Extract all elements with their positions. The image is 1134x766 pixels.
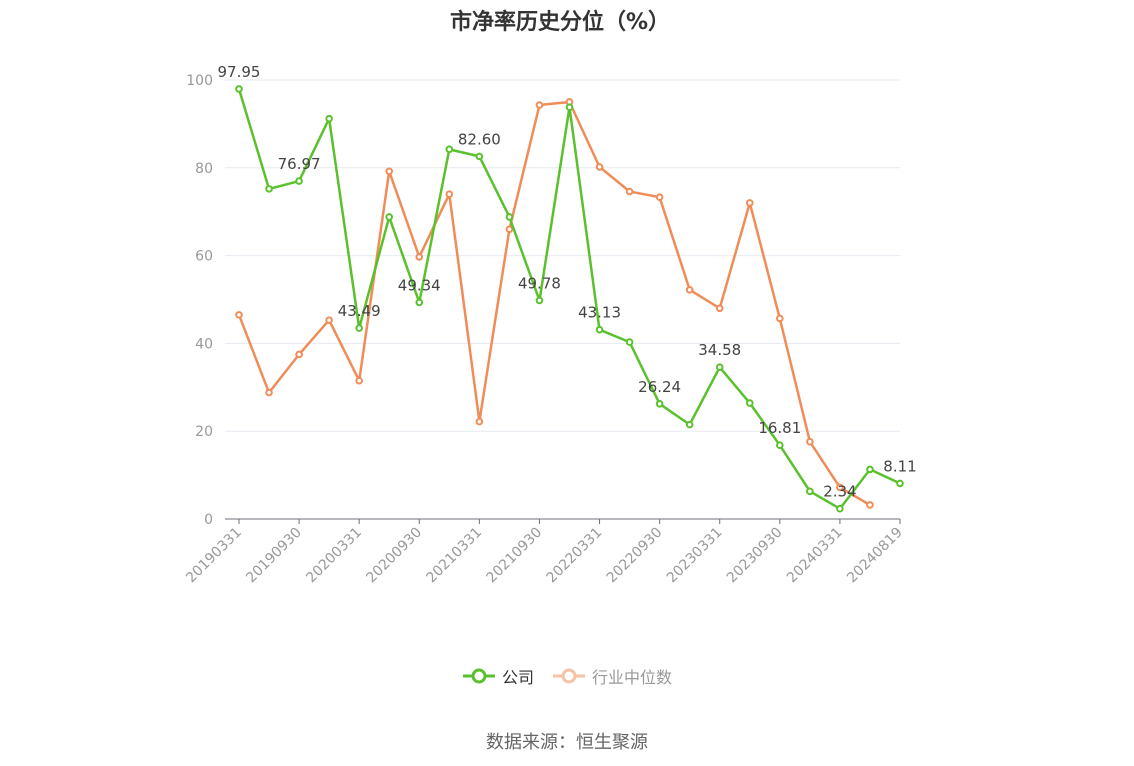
data-point-industry <box>625 187 634 196</box>
x-tick-label: 20200331 <box>303 525 365 587</box>
x-tick-label: 20200930 <box>363 525 425 587</box>
data-point-industry <box>715 304 724 313</box>
data-point-industry <box>655 193 664 202</box>
legend-item-company[interactable]: 公司 <box>462 664 534 688</box>
data-point-company <box>295 177 303 185</box>
data-point-industry <box>415 253 424 261</box>
x-tick-label: 20190930 <box>243 525 305 587</box>
data-point-industry <box>866 501 874 509</box>
data-point-company <box>445 145 454 154</box>
legend-item-industry[interactable]: 行业中位数 <box>552 664 672 688</box>
data-point-company <box>355 324 363 332</box>
x-tick-label: 20210331 <box>423 525 485 587</box>
x-tick-label: 20210930 <box>484 525 546 587</box>
data-point-industry <box>685 286 694 294</box>
data-point-company <box>475 152 484 161</box>
data-label: 34.58 <box>698 341 741 359</box>
data-point-company <box>715 363 724 371</box>
data-label: 2.34 <box>823 483 856 501</box>
data-label: 82.60 <box>458 130 501 148</box>
data-point-industry <box>265 388 273 397</box>
data-point-industry <box>295 350 303 359</box>
x-tick-label: 20190331 <box>183 525 245 587</box>
x-tick-label: 20220930 <box>604 525 666 587</box>
legend-marker-company-icon <box>462 668 495 684</box>
legend-marker-industry-icon <box>553 668 585 684</box>
y-tick-label: 100 <box>186 73 213 89</box>
y-tick-label: 0 <box>204 512 213 528</box>
data-point-industry <box>806 437 814 446</box>
data-label: 49.78 <box>518 274 561 292</box>
line-chart: 0 20 40 60 80 100 2019033120190930202003312020… <box>183 63 917 587</box>
data-point-company <box>625 338 634 346</box>
data-label: 8.11 <box>883 457 916 475</box>
data-point-company <box>265 185 273 193</box>
series-line-industry <box>237 100 871 507</box>
legend-label-industry: 行业中位数 <box>592 668 673 687</box>
data-point-industry <box>505 225 514 234</box>
data-point-industry <box>535 101 544 109</box>
chart-title: 市净率历史分位（%） <box>449 10 671 35</box>
data-label: 76.97 <box>278 155 321 173</box>
y-tick-label: 80 <box>195 161 213 177</box>
data-source: 数据来源：恒生聚源 <box>486 732 648 753</box>
data-point-industry <box>475 417 484 426</box>
data-label: 97.95 <box>218 63 261 81</box>
legend: 公司 行业中位数 <box>0 664 1134 688</box>
data-label: 26.24 <box>638 378 681 396</box>
data-point-company <box>836 504 844 513</box>
data-point-industry <box>385 167 394 176</box>
data-point-company <box>535 296 544 305</box>
data-point-industry <box>776 314 784 323</box>
legend-label-company: 公司 <box>501 668 534 687</box>
data-point-industry <box>235 311 243 319</box>
data-point-industry <box>836 483 844 492</box>
data-point-industry <box>595 163 604 171</box>
data-point-company <box>655 400 664 408</box>
y-tick-label: 40 <box>195 336 213 352</box>
data-point-company <box>896 479 904 488</box>
x-tick-label: 20240331 <box>784 525 846 587</box>
data-point-industry <box>745 199 754 207</box>
data-point-company <box>866 465 874 474</box>
series-line-company <box>237 88 901 510</box>
y-tick-label: 60 <box>195 249 213 265</box>
x-tick-label: 20220331 <box>544 525 606 587</box>
data-point-company <box>685 420 694 429</box>
data-point-company <box>325 114 333 123</box>
x-tick-label: 20230331 <box>664 525 726 587</box>
data-point-industry <box>445 190 454 198</box>
data-point-company <box>565 103 574 112</box>
data-point-industry <box>355 376 363 385</box>
data-point-company <box>505 213 514 221</box>
data-point-company <box>235 85 243 93</box>
data-point-company <box>776 441 784 450</box>
y-tick-label: 20 <box>195 424 213 440</box>
data-label: 43.49 <box>338 302 381 320</box>
data-label: 49.34 <box>398 276 441 294</box>
data-point-company <box>595 325 604 334</box>
data-point-industry <box>325 316 333 324</box>
data-point-company <box>415 298 424 307</box>
data-label: 43.13 <box>578 304 621 322</box>
data-point-company <box>385 213 394 221</box>
data-label: 16.81 <box>758 419 801 437</box>
data-point-company <box>745 399 754 407</box>
data-point-company <box>806 487 814 496</box>
x-tick-label: 20230930 <box>724 525 786 587</box>
x-tick-label: 20240819 <box>844 525 906 587</box>
